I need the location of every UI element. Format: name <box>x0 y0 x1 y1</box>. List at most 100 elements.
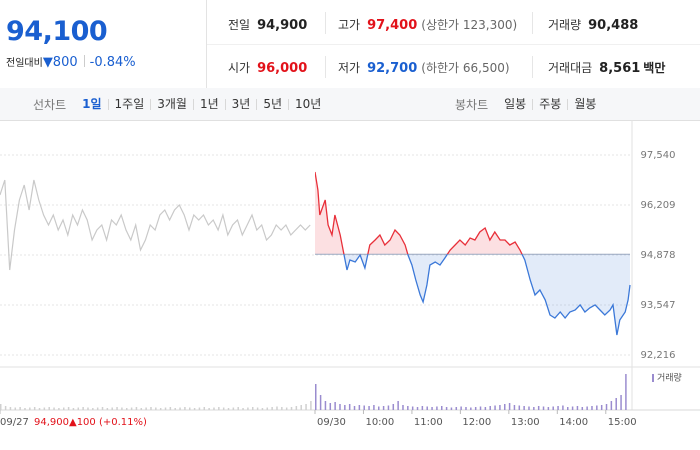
volume-bar <box>513 405 516 410</box>
volume-bar-previous <box>174 408 176 410</box>
toolbar: 선차트 1일 1주일 3개월 1년 3년 5년 10년 봉차트 일봉 주봉 월봉 <box>0 88 700 121</box>
period-button[interactable]: 10년 <box>288 98 327 110</box>
line-chart-group: 선차트 1일 1주일 3개월 1년 3년 5년 10년 <box>33 88 327 120</box>
volume-bar-previous <box>276 406 278 410</box>
volume-bar <box>610 401 613 410</box>
col-divider <box>532 12 533 34</box>
period-button[interactable]: 1일 <box>82 96 102 111</box>
period-button[interactable]: 1주일 <box>107 98 151 110</box>
volume-bar <box>537 406 540 410</box>
x-tick-label: 12:00 <box>462 417 491 428</box>
period-button[interactable]: 1년 <box>192 98 225 110</box>
change-line: 전일대비▼800 -0.84% <box>6 54 136 70</box>
volume-bar-previous <box>140 408 143 410</box>
volume-bar-previous <box>24 408 26 410</box>
volume-bar <box>363 405 365 410</box>
x-tick-label: 14:00 <box>559 417 588 428</box>
volume-bar <box>441 406 443 410</box>
volume-bar-previous <box>38 408 41 410</box>
period-button[interactable]: 3개월 <box>150 98 193 110</box>
volume-bar-previous <box>92 408 94 410</box>
volume-bar-previous <box>101 407 104 410</box>
period-button[interactable]: 일봉 <box>504 96 527 111</box>
volume-bar-previous <box>300 405 302 410</box>
volume-bar <box>407 406 409 410</box>
volume-bar-previous <box>193 408 196 410</box>
volume-bar <box>576 406 579 410</box>
volume-bar <box>557 406 559 410</box>
x-tick-label: 09/27 <box>0 417 29 428</box>
volume-bar <box>402 405 404 410</box>
stat-note: (하한가 66,500) <box>421 61 510 75</box>
volume-bar <box>533 407 535 410</box>
volume-bar <box>319 395 322 410</box>
volume-bar-previous <box>295 406 298 410</box>
x-tick-label: 10:00 <box>365 417 394 428</box>
volume-bar <box>605 404 608 410</box>
volume-bar <box>625 374 627 410</box>
volume-bar-previous <box>213 407 215 410</box>
volume-bar-previous <box>252 407 254 410</box>
volume-bar-previous <box>218 407 220 410</box>
volume-bar-previous <box>43 407 46 410</box>
volume-bar <box>344 405 346 410</box>
area-down <box>343 254 630 335</box>
x-tick-label: 13:00 <box>511 417 540 428</box>
volume-bar-previous <box>116 407 118 410</box>
volume-bar <box>334 402 336 410</box>
volume-bar-previous <box>33 407 36 410</box>
stat-value: 8,561 <box>599 61 641 76</box>
volume-bar-previous <box>9 407 12 410</box>
volume-bar <box>436 406 438 410</box>
volume-bar-previous <box>130 407 133 410</box>
volume-bar <box>358 405 361 410</box>
volume-bar <box>571 406 574 410</box>
volume-bar-previous <box>19 407 21 410</box>
volume-bar-previous <box>87 407 89 410</box>
volume-bar <box>499 405 501 410</box>
volume-bar <box>445 407 448 410</box>
volume-bar-previous <box>305 404 307 410</box>
current-price: 94,100 <box>6 16 108 47</box>
volume-bar-previous <box>82 407 84 410</box>
period-button[interactable]: 3년 <box>224 98 257 110</box>
volume-bar-previous <box>67 407 70 410</box>
y-tick-label: 94,878 <box>641 250 676 261</box>
stat-value: 94,900 <box>257 18 308 33</box>
volume-bar <box>378 406 380 410</box>
stat-value: 90,488 <box>588 18 639 33</box>
volume-bar <box>504 404 506 410</box>
y-tick-label: 97,540 <box>641 150 676 161</box>
stat-label: 고가 <box>338 18 361 32</box>
volume-bar <box>470 407 472 410</box>
volume-bar-previous <box>63 407 65 410</box>
y-tick-label: 92,216 <box>641 350 676 361</box>
volume-bar <box>586 406 588 410</box>
volume-bar <box>591 406 593 410</box>
volume-bar-previous <box>169 407 172 410</box>
volume-bar-previous <box>290 407 293 410</box>
volume-bar <box>615 398 617 410</box>
volume-bar <box>567 407 569 410</box>
period-button[interactable]: 5년 <box>256 98 288 110</box>
stat: 시가 96,000 <box>228 59 307 76</box>
volume-bar-previous <box>256 407 259 410</box>
price-line-up <box>315 171 523 255</box>
row-divider <box>207 44 700 45</box>
volume-bar <box>392 404 395 410</box>
volume-bar <box>552 406 554 410</box>
volume-bar <box>339 404 341 410</box>
stat-label: 전일 <box>228 18 251 32</box>
period-button[interactable]: 월봉 <box>567 98 602 110</box>
volume-bar <box>382 406 385 410</box>
volume-bar <box>324 401 327 410</box>
volume-bar-previous <box>53 407 55 410</box>
period-button[interactable]: 주봉 <box>532 98 567 110</box>
volume-bar-previous <box>4 406 7 410</box>
previous-change: ▲100 (+0.11%) <box>69 417 147 428</box>
volume-bar <box>421 406 424 410</box>
group-label: 선차트 <box>33 97 67 112</box>
